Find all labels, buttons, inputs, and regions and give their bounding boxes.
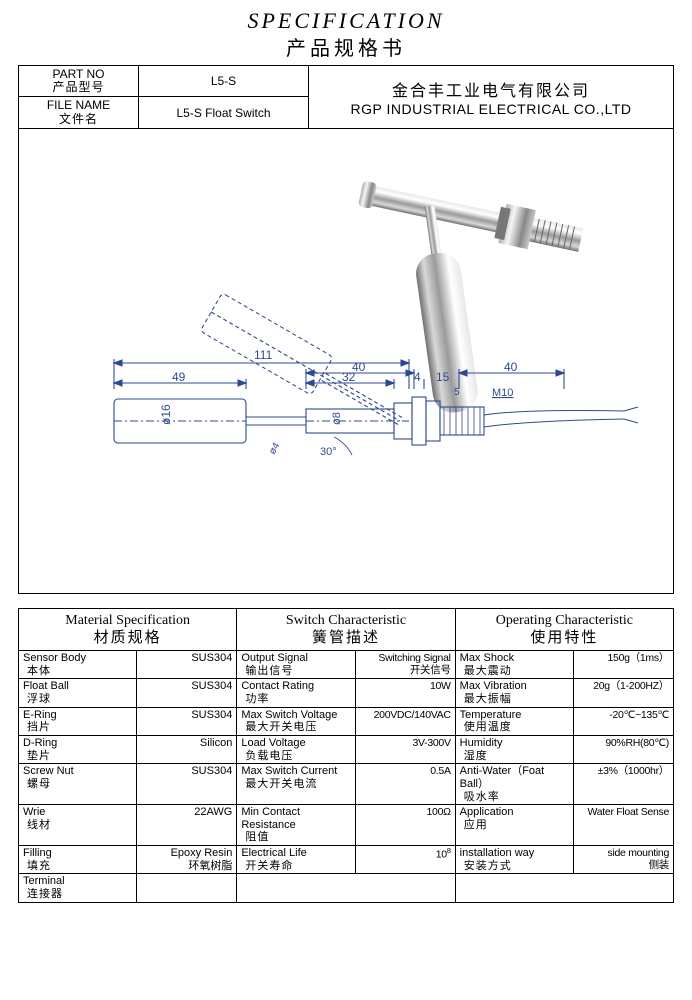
title-cn: 产品规格书 (18, 32, 674, 61)
spec-table: Material Specification 材质规格 Switch Chara… (18, 608, 674, 903)
spec-value: 20g（1-200HZ） (574, 679, 674, 707)
spec-sheet: SPECIFICATION 产品规格书 PART NO 产品型号 L5-S 金合… (0, 0, 692, 921)
company-name-en: RGP INDUSTRIAL ELECTRICAL CO.,LTD (315, 101, 667, 117)
spec-value: 0.5A (355, 764, 455, 805)
spec-label: Min Contact Resistance 阻值 (237, 805, 355, 846)
spec-value: 90%RH(80℃) (574, 735, 674, 763)
spec-label: D-Ring 垫片 (19, 735, 137, 763)
dim-phi16: ø16 (159, 404, 173, 425)
spec-value: ±3%（1000hr） (574, 764, 674, 805)
spec-label: Filling 填充 (19, 846, 137, 874)
company-name-cn: 金合丰工业电气有限公司 (315, 77, 667, 101)
spec-label: Output Signal 输出信号 (237, 651, 355, 679)
spec-value (137, 874, 237, 902)
spec-label: installation way 安装方式 (455, 846, 573, 874)
spec-label: E-Ring 挡片 (19, 707, 137, 735)
spec-value: SUS304 (137, 764, 237, 805)
spec-value: 3V-300V (355, 735, 455, 763)
spec-value: 150g（1ms） (574, 651, 674, 679)
spec-label: Max Switch Voltage 最大开关电压 (237, 707, 355, 735)
spec-label: Application 应用 (455, 805, 573, 846)
partno-label: PART NO 产品型号 (19, 66, 139, 97)
spec-value: 100Ω (355, 805, 455, 846)
spec-label: Float Ball 浮球 (19, 679, 137, 707)
spec-value: SUS304 (137, 651, 237, 679)
spec-value: 10W (355, 679, 455, 707)
filename-label: FILE NAME 文件名 (19, 97, 139, 128)
spec-label: Screw Nut 螺母 (19, 764, 137, 805)
dim-4: 4 (414, 370, 421, 384)
header-table: PART NO 产品型号 L5-S 金合丰工业电气有限公司 RGP INDUST… (18, 65, 674, 129)
col-hdr-switch: Switch Characteristic 簧管描述 (237, 608, 455, 650)
dim-5: 5 (454, 387, 460, 398)
spec-label: Wrie 线材 (19, 805, 137, 846)
spec-label: Humidity 湿度 (455, 735, 573, 763)
dim-m10: M10 (492, 387, 513, 399)
spec-label: Contact Rating 功率 (237, 679, 355, 707)
spec-label: Max Switch Current 最大开关电流 (237, 764, 355, 805)
spec-label: Temperature 使用温度 (455, 707, 573, 735)
dim-111: 111 (254, 348, 273, 362)
dim-49: 49 (172, 370, 186, 384)
spec-value: -20℃~135℃ (574, 707, 674, 735)
partno-value: L5-S (139, 66, 309, 97)
dim-15: 15 (436, 370, 450, 384)
col-hdr-material: Material Specification 材质规格 (19, 608, 237, 650)
spec-value: Switching Signal开关信号 (355, 651, 455, 679)
spec-label: Max Vibration 最大振幅 (455, 679, 573, 707)
spec-value: SUS304 (137, 679, 237, 707)
col-hdr-operating: Operating Characteristic 使用特性 (455, 608, 673, 650)
spec-value: 22AWG (137, 805, 237, 846)
spec-value: SUS304 (137, 707, 237, 735)
spec-label: Anti-Water（Foat Ball） 吸水率 (455, 764, 573, 805)
diagram-box: 111 40 40 49 32 (18, 129, 674, 594)
spec-value: Silicon (137, 735, 237, 763)
product-diagram: 111 40 40 49 32 (19, 129, 674, 594)
spec-label: Load Voltage 负载电压 (237, 735, 355, 763)
company-cell: 金合丰工业电气有限公司 RGP INDUSTRIAL ELECTRICAL CO… (309, 66, 674, 129)
spec-value: Epoxy Resin环氧树脂 (137, 846, 237, 874)
spec-label: Sensor Body 本体 (19, 651, 137, 679)
technical-drawing: 111 40 40 49 32 (114, 293, 638, 458)
dim-phi8: ø8 (331, 412, 343, 425)
spec-label: Max Shock 最大震动 (455, 651, 573, 679)
filename-value: L5-S Float Switch (139, 97, 309, 128)
dim-phi4: ø4 (267, 440, 283, 456)
spec-value: 200VDC/140VAC (355, 707, 455, 735)
spec-value: Water Float Sense (574, 805, 674, 846)
title-block: SPECIFICATION 产品规格书 (18, 8, 674, 61)
spec-value: side mounting侧装 (574, 846, 674, 874)
dim-30deg: 30° (320, 446, 337, 458)
spec-tables: Material Specification 材质规格 Switch Chara… (18, 608, 674, 903)
spec-label: Terminal 连接器 (19, 874, 137, 902)
spec-value: 108 (355, 846, 455, 874)
dim-40b: 40 (504, 360, 518, 374)
spec-label: Electrical Life 开关寿命 (237, 846, 355, 874)
dim-32: 32 (342, 370, 356, 384)
title-en: SPECIFICATION (18, 8, 674, 34)
